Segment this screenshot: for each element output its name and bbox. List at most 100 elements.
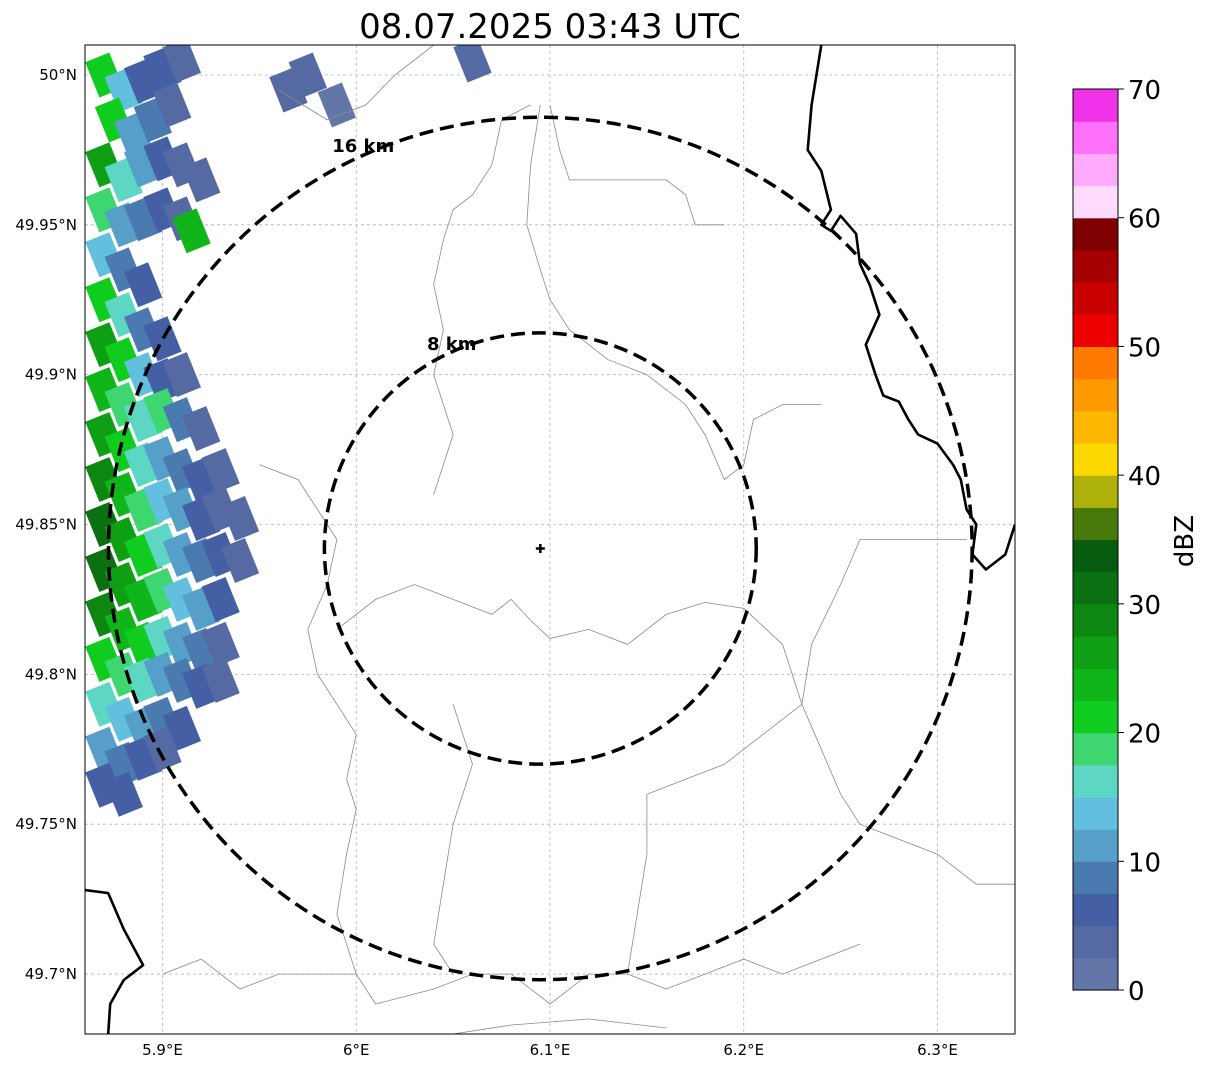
colorbar-swatch xyxy=(1073,475,1118,508)
admin-boundary-line xyxy=(278,45,434,121)
reflectivity-cell xyxy=(123,142,163,188)
lat-tick-label: 49.8°N xyxy=(25,665,77,683)
reflectivity-cell xyxy=(182,585,221,631)
lon-tick-label: 5.9°E xyxy=(142,1041,183,1059)
admin-boundary-line xyxy=(549,104,725,226)
colorbar-swatch xyxy=(1073,217,1118,251)
colorbar: 0 10 20 30 40 50 60 70 dBZ xyxy=(1072,76,1200,1007)
reflectivity-cell xyxy=(123,657,163,703)
reflectivity-cell xyxy=(123,196,163,242)
reflectivity-cell xyxy=(182,663,221,709)
lon-tick-label: 6°E xyxy=(343,1041,370,1059)
colorbar-swatch xyxy=(1073,861,1118,895)
lon-tick-label: 6.1°E xyxy=(530,1041,571,1059)
reflectivity-cell xyxy=(182,457,221,503)
reflectivity-cell xyxy=(133,97,172,143)
admin-boundary-line xyxy=(433,704,473,975)
reflectivity-cell xyxy=(143,358,182,404)
chart-title: 08.07.2025 03:43 UTC xyxy=(359,7,741,47)
range-rings: 8 km 16 km xyxy=(106,115,974,982)
lat-tick-label: 49.75°N xyxy=(15,815,77,833)
radar-site-icon xyxy=(535,543,545,553)
admin-boundary-line xyxy=(336,584,803,705)
reflectivity-cell xyxy=(182,627,221,673)
admin-boundary-line xyxy=(259,464,338,705)
gridlines xyxy=(85,45,1015,1034)
reflectivity-cell xyxy=(104,67,143,113)
reflectivity-cell xyxy=(269,67,308,113)
reflectivity-cell xyxy=(104,771,143,817)
colorbar-swatch xyxy=(1073,636,1118,669)
reflectivity-cell xyxy=(123,58,163,104)
colorbar-swatch xyxy=(1073,539,1118,573)
reflectivity-cell xyxy=(143,46,182,92)
admin-boundaries xyxy=(162,45,1015,1034)
colorbar-swatch xyxy=(1073,925,1118,959)
colorbar-swatches xyxy=(1073,89,1118,991)
admin-boundary-line xyxy=(801,539,967,705)
range-ring-label: 8 km xyxy=(427,334,477,355)
colorbar-swatch xyxy=(1073,829,1118,862)
map-area: 8 km 16 km xyxy=(84,44,1016,1035)
reflectivity-cell xyxy=(162,352,202,398)
colorbar-swatch xyxy=(1073,507,1118,541)
admin-boundary-line xyxy=(526,104,822,481)
admin-boundary-line xyxy=(453,1018,667,1034)
colorbar-swatch xyxy=(1073,346,1118,380)
reflectivity-cell xyxy=(317,82,357,128)
reflectivity-cell xyxy=(153,82,192,128)
lat-tick-label: 50°N xyxy=(39,66,77,84)
longitude-ticks: 5.9°E 6°E 6.1°E 6.2°E 6.3°E xyxy=(142,1041,958,1059)
colorbar-tick-label: 0 xyxy=(1128,977,1145,1007)
reflectivity-cell xyxy=(104,741,143,787)
colorbar-swatch xyxy=(1073,571,1118,605)
range-ring-label: 16 km xyxy=(332,136,394,157)
lat-tick-label: 49.95°N xyxy=(15,216,77,234)
reflectivity-cell xyxy=(201,448,240,494)
colorbar-swatch xyxy=(1073,700,1118,734)
reflectivity-cell xyxy=(453,45,492,83)
map-frame xyxy=(84,44,1016,1035)
reflectivity-cell xyxy=(162,705,202,751)
lon-tick-label: 6.2°E xyxy=(723,1041,764,1059)
country-border-line xyxy=(806,45,1015,571)
reflectivity-cell xyxy=(220,537,260,583)
reflectivity-cell xyxy=(182,537,221,583)
reflectivity-cell xyxy=(220,496,260,542)
reflectivity-cell xyxy=(182,496,221,542)
reflectivity-cell xyxy=(182,406,221,452)
reflectivity-cell xyxy=(201,657,240,703)
reflectivity-cell xyxy=(162,45,202,83)
colorbar-swatch xyxy=(1073,957,1118,991)
country-borders xyxy=(85,45,1015,1034)
reflectivity-cell xyxy=(123,262,163,308)
colorbar-swatch xyxy=(1073,796,1118,830)
lat-tick-label: 49.85°N xyxy=(15,516,77,534)
colorbar-tick-label: 10 xyxy=(1128,848,1161,878)
colorbar-tick-label: 50 xyxy=(1128,333,1161,363)
reflectivity-cell xyxy=(123,442,163,488)
reflectivity-cell xyxy=(182,157,221,203)
colorbar-swatch xyxy=(1073,378,1118,412)
lat-tick-label: 49.7°N xyxy=(25,965,77,983)
reflectivity-cell xyxy=(104,202,143,248)
reflectivity-cell xyxy=(104,157,143,203)
admin-boundary-line xyxy=(433,104,531,495)
colorbar-swatch xyxy=(1073,89,1118,122)
colorbar-tick-label: 70 xyxy=(1128,76,1161,106)
admin-boundary-line xyxy=(801,704,1015,885)
reflectivity-cell xyxy=(172,208,211,254)
lon-tick-label: 6.3°E xyxy=(917,1041,958,1059)
colorbar-swatch xyxy=(1073,121,1118,154)
range-ring-8km xyxy=(322,331,758,766)
colorbar-swatch xyxy=(1073,764,1118,798)
colorbar-swatch xyxy=(1073,153,1118,187)
colorbar-ticks: 0 10 20 30 40 50 60 70 xyxy=(1118,76,1161,1007)
admin-boundary-line xyxy=(646,703,803,795)
colorbar-swatch xyxy=(1073,185,1118,219)
colorbar-swatch xyxy=(1073,410,1118,444)
colorbar-tick-label: 40 xyxy=(1128,462,1161,492)
colorbar-swatch xyxy=(1073,732,1118,766)
colorbar-swatch xyxy=(1073,314,1118,348)
